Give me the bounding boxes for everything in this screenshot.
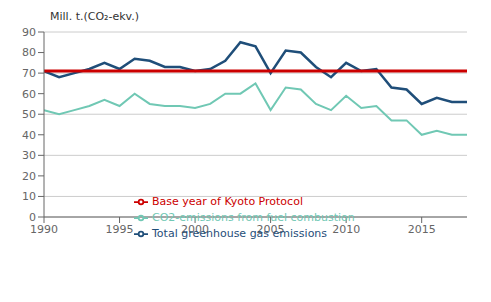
svg-text:10: 10 — [22, 190, 36, 203]
svg-text:60: 60 — [22, 88, 36, 101]
svg-text:80: 80 — [22, 46, 36, 59]
svg-text:2015: 2015 — [408, 223, 436, 236]
svg-text:2005: 2005 — [257, 223, 285, 236]
svg-text:2010: 2010 — [332, 223, 360, 236]
svg-text:40: 40 — [22, 129, 36, 142]
svg-text:30: 30 — [22, 149, 36, 162]
svg-text:70: 70 — [22, 67, 36, 80]
svg-text:1990: 1990 — [30, 223, 58, 236]
svg-text:50: 50 — [22, 108, 36, 121]
svg-text:2000: 2000 — [181, 223, 209, 236]
svg-text:20: 20 — [22, 170, 36, 183]
svg-text:0: 0 — [29, 211, 36, 224]
svg-text:90: 90 — [22, 26, 36, 39]
svg-text:1995: 1995 — [106, 223, 134, 236]
